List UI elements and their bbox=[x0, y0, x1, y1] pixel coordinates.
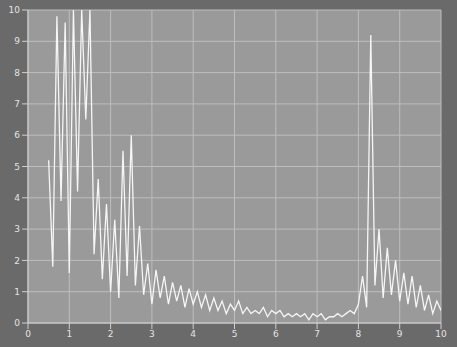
svg-text:10: 10 bbox=[435, 329, 447, 339]
svg-text:0: 0 bbox=[14, 318, 20, 328]
svg-text:3: 3 bbox=[14, 224, 20, 234]
svg-text:7: 7 bbox=[314, 329, 320, 339]
svg-text:5: 5 bbox=[232, 329, 238, 339]
svg-text:8: 8 bbox=[356, 329, 362, 339]
svg-text:9: 9 bbox=[14, 36, 20, 46]
svg-text:6: 6 bbox=[14, 130, 20, 140]
svg-text:10: 10 bbox=[9, 5, 21, 15]
svg-text:9: 9 bbox=[397, 329, 403, 339]
svg-text:2: 2 bbox=[14, 256, 20, 266]
svg-text:3: 3 bbox=[149, 329, 155, 339]
svg-text:4: 4 bbox=[14, 193, 20, 203]
svg-text:4: 4 bbox=[190, 329, 196, 339]
svg-text:5: 5 bbox=[14, 162, 20, 172]
svg-text:8: 8 bbox=[14, 68, 20, 78]
svg-text:2: 2 bbox=[108, 329, 114, 339]
svg-text:7: 7 bbox=[14, 99, 20, 109]
svg-text:6: 6 bbox=[273, 329, 279, 339]
svg-text:0: 0 bbox=[25, 329, 31, 339]
svg-text:1: 1 bbox=[14, 287, 20, 297]
svg-text:1: 1 bbox=[66, 329, 72, 339]
